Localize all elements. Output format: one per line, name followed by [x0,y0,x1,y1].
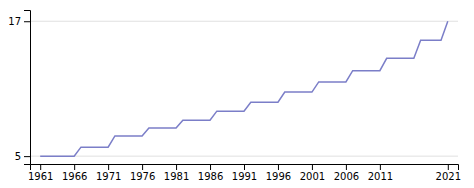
plot: 1961 1966 1971 1976 1981 1986 1991 1996 2001 2006… [8,11,461,183]
x-tick-mark [176,164,177,170]
x-tick: 1966 [62,164,87,182]
grid-line [30,156,458,157]
x-tick: 1996 [266,164,291,182]
x-tick-label: 2006 [334,171,359,182]
x-tick: 2006 [334,164,359,182]
x-tick-mark [142,164,143,170]
x-tick-mark [244,164,245,170]
marks [40,21,448,156]
x-tick-mark [448,164,449,170]
x-tick: 1961 [28,164,53,182]
x-tick: 1981 [164,164,189,182]
chart: 1961 1966 1971 1976 1981 1986 1991 1996 2001 2006… [0,0,474,188]
y-tick-mark [24,21,30,22]
x-tick: 2001 [300,164,325,182]
x-tick-label: 1991 [232,171,257,182]
line [40,21,448,156]
x-tick: 1991 [232,164,257,182]
x-tick-label: 1966 [62,171,87,182]
x-tick: 1986 [198,164,223,182]
x-tick-label: 1976 [130,171,155,182]
grid [30,21,458,156]
x-tick-mark [278,164,279,170]
y-axis: 5 17 [8,11,30,165]
x-tick: 1971 [96,164,121,182]
y-axis-line [24,11,31,165]
x-tick-label: 1996 [266,171,291,182]
x-tick-label: 1981 [164,171,189,182]
y-tick: 5 [15,151,30,162]
y-tick-label: 17 [8,16,21,27]
x-tick-mark [346,164,347,170]
x-tick-label: 1986 [198,171,223,182]
y-tick-label: 5 [15,151,21,162]
y-tick: 17 [8,16,30,27]
x-tick-label: 2011 [368,171,393,182]
x-tick-mark [210,164,211,170]
y-tick-mark [24,156,30,157]
x-tick: 1976 [130,164,155,182]
x-tick-mark [74,164,75,170]
x-tick-mark [108,164,109,170]
x-tick-mark [40,164,41,170]
x-tick: 2011 [368,164,393,182]
x-axis: 1961 1966 1971 1976 1981 1986 1991 1996 2001 2006… [28,164,461,182]
x-tick: 2021 [436,164,461,182]
x-tick-label: 2001 [300,171,325,182]
x-tick-label: 1961 [28,171,53,182]
x-tick-mark [380,164,381,170]
x-tick-label: 1971 [96,171,121,182]
x-tick-label: 2021 [436,171,461,182]
grid-line [30,21,458,22]
x-axis-line [31,165,459,171]
x-tick-mark [312,164,313,170]
